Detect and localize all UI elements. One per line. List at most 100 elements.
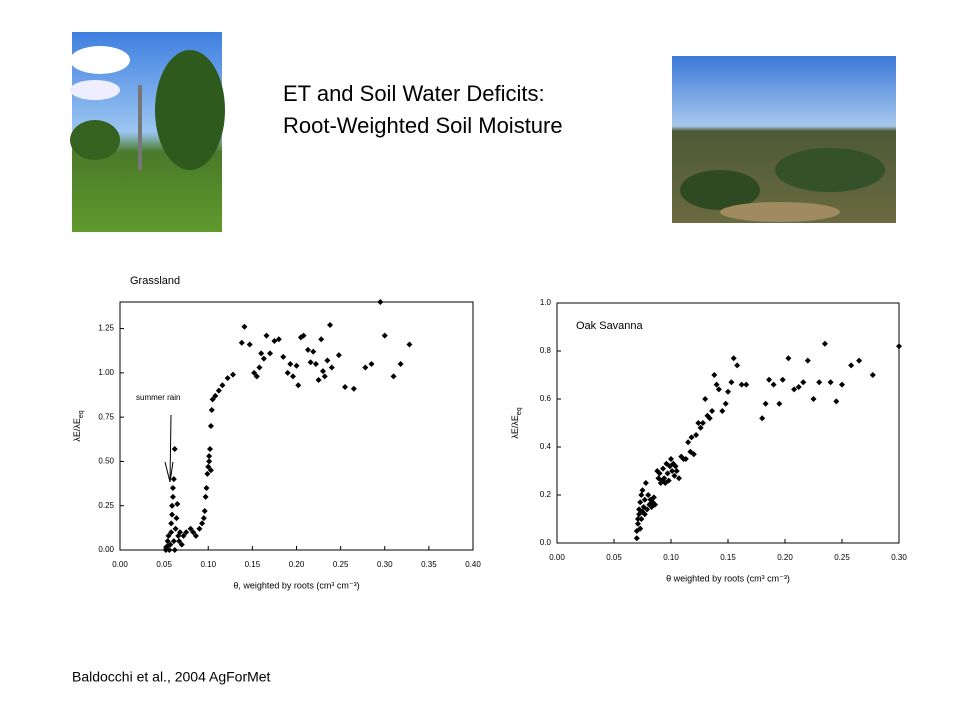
x-axis-label: θ weighted by roots (cm³ cm⁻³) bbox=[666, 573, 790, 583]
point bbox=[856, 357, 863, 364]
point bbox=[178, 541, 185, 548]
point bbox=[406, 341, 413, 348]
point bbox=[637, 499, 644, 506]
y-tick-label: 0.0 bbox=[540, 538, 552, 547]
point bbox=[690, 451, 697, 458]
y-tick-label: 0.25 bbox=[98, 501, 114, 510]
point bbox=[260, 355, 267, 362]
point bbox=[390, 373, 397, 380]
point bbox=[318, 336, 325, 343]
point bbox=[256, 364, 263, 371]
point bbox=[637, 525, 644, 532]
point bbox=[869, 372, 876, 378]
point bbox=[730, 355, 737, 362]
x-tick-label: 0.20 bbox=[289, 560, 305, 569]
point bbox=[304, 346, 311, 353]
point bbox=[284, 369, 291, 376]
point bbox=[664, 470, 671, 477]
point bbox=[287, 361, 294, 367]
point bbox=[641, 496, 648, 503]
point bbox=[636, 506, 643, 513]
citation: Baldocchi et al., 2004 AgForMet bbox=[72, 669, 271, 685]
x-tick-label: 0.30 bbox=[891, 553, 907, 562]
point bbox=[271, 337, 278, 344]
point bbox=[699, 420, 706, 426]
point bbox=[734, 362, 741, 369]
point bbox=[241, 323, 248, 330]
y-axis-label-sub: eq bbox=[78, 410, 85, 418]
point bbox=[170, 476, 177, 483]
plot-frame bbox=[556, 302, 900, 544]
x-tick-label: 0.00 bbox=[549, 553, 565, 562]
point bbox=[766, 376, 773, 383]
point bbox=[327, 322, 334, 329]
point bbox=[634, 516, 641, 522]
point bbox=[207, 446, 214, 453]
x-tick-label: 0.40 bbox=[465, 560, 481, 569]
point bbox=[215, 387, 222, 394]
point bbox=[206, 458, 213, 465]
point bbox=[229, 371, 236, 378]
x-tick-label: 0.10 bbox=[200, 560, 216, 569]
point bbox=[816, 379, 823, 386]
point bbox=[171, 547, 178, 553]
point bbox=[770, 381, 777, 388]
point bbox=[207, 467, 214, 474]
point bbox=[238, 339, 245, 346]
point bbox=[377, 299, 384, 305]
point bbox=[180, 532, 187, 539]
point bbox=[642, 480, 649, 486]
chart-title: Oak Savanna bbox=[576, 320, 644, 332]
point bbox=[821, 340, 828, 347]
point bbox=[168, 529, 175, 536]
point bbox=[671, 472, 678, 479]
point bbox=[656, 470, 663, 477]
x-tick-label: 0.35 bbox=[421, 560, 437, 569]
x-tick-label: 0.15 bbox=[245, 560, 261, 569]
point bbox=[263, 332, 270, 339]
point bbox=[183, 529, 190, 536]
point bbox=[660, 465, 667, 472]
y-axis-label: λE/λEeq bbox=[510, 407, 522, 438]
point bbox=[219, 382, 226, 389]
point bbox=[368, 361, 375, 367]
point bbox=[173, 515, 180, 522]
point bbox=[203, 485, 210, 491]
point bbox=[293, 362, 300, 369]
point bbox=[675, 475, 682, 482]
point bbox=[713, 381, 720, 388]
point bbox=[199, 520, 206, 527]
y-axis-label-main: λE/λE bbox=[510, 415, 520, 439]
point bbox=[738, 381, 745, 388]
point bbox=[176, 538, 183, 545]
photo-savanna bbox=[672, 56, 896, 223]
point bbox=[169, 485, 176, 491]
point bbox=[212, 392, 219, 399]
point bbox=[791, 386, 798, 393]
x-tick-label: 0.05 bbox=[156, 560, 172, 569]
point bbox=[397, 361, 404, 367]
x-tick-label: 0.10 bbox=[663, 553, 679, 562]
y-tick-label: 1.25 bbox=[98, 324, 114, 333]
point bbox=[275, 336, 282, 343]
point bbox=[644, 506, 651, 513]
point bbox=[779, 376, 786, 383]
y-tick-label: 0.6 bbox=[540, 394, 552, 403]
point bbox=[810, 396, 817, 402]
x-tick-label: 0.15 bbox=[720, 553, 736, 562]
point bbox=[289, 373, 296, 380]
point bbox=[645, 492, 652, 498]
point bbox=[177, 529, 184, 536]
point bbox=[833, 398, 840, 405]
point bbox=[896, 343, 902, 350]
point bbox=[307, 359, 314, 366]
point bbox=[381, 332, 388, 339]
photo-grassland bbox=[70, 32, 225, 232]
y-tick-label: 0.50 bbox=[98, 457, 114, 466]
point bbox=[668, 456, 674, 462]
point bbox=[650, 494, 657, 501]
point bbox=[682, 456, 689, 462]
x-tick-label: 0.25 bbox=[834, 553, 850, 562]
point bbox=[166, 547, 173, 553]
